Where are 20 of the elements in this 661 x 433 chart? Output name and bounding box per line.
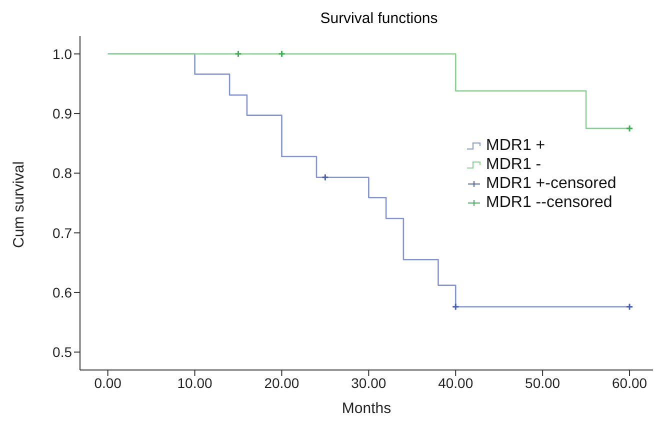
x-tick-label: 30.00 (351, 374, 386, 391)
legend-label: MDR1 - (486, 156, 542, 174)
x-tick-label: 10.00 (177, 374, 212, 391)
chart-title: Survival functions (319, 10, 439, 27)
x-tick-label: 40.00 (438, 374, 474, 391)
x-tick-label: 0.00 (94, 374, 122, 391)
y-tick-label: 0.5 (52, 344, 72, 360)
legend-label: MDR1 + (486, 136, 546, 154)
y-tick-label: 1.0 (52, 46, 72, 62)
legend-label: MDR1 +-censored (486, 174, 616, 192)
x-tick-label: 60.00 (612, 374, 648, 391)
y-tick-label: 0.7 (52, 224, 72, 241)
x-tick-label: 50.00 (525, 374, 560, 391)
y-tick-label: 0.6 (52, 284, 72, 300)
legend-label: MDR1 --censored (486, 194, 612, 212)
y-axis-title: Cum survival (10, 161, 28, 248)
x-axis-title: Months (342, 400, 392, 417)
y-tick-label: 0.9 (52, 106, 72, 122)
x-tick-label: 20.00 (264, 374, 300, 391)
y-tick-label: 0.8 (52, 165, 72, 182)
